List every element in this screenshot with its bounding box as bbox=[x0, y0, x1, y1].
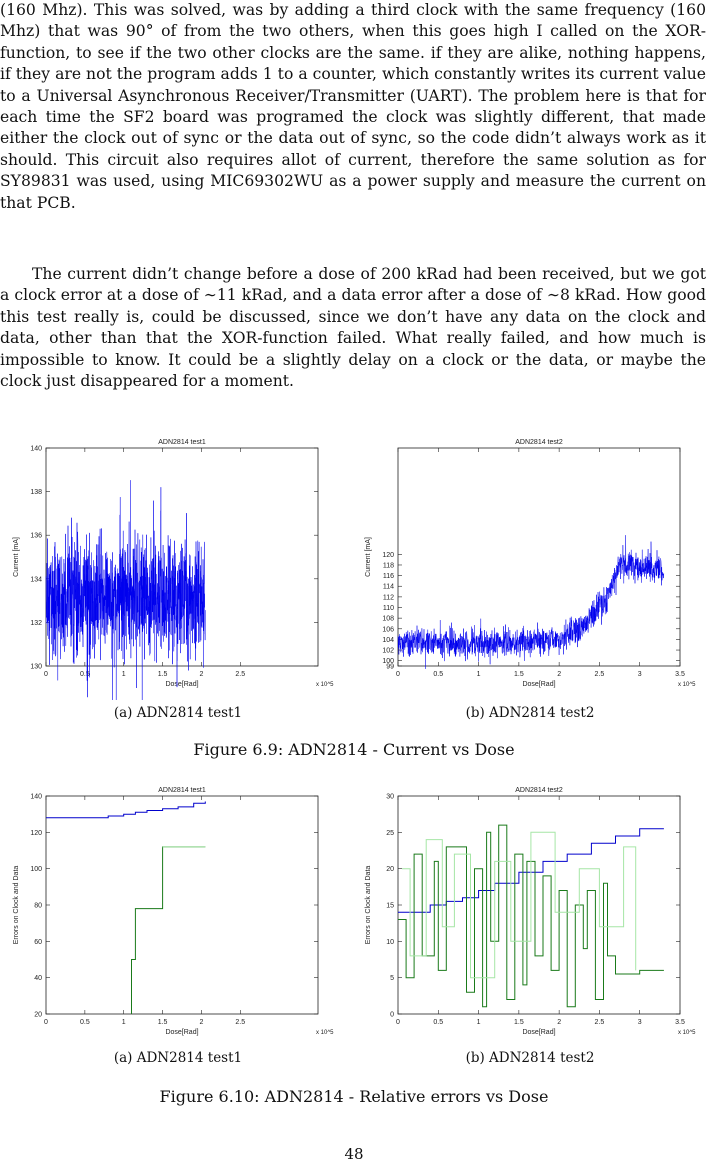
figure-6-10-caption: Figure 6.10: ADN2814 - Relative errors v… bbox=[159, 1087, 549, 1106]
x-tick-label: 1.5 bbox=[514, 671, 524, 678]
x-tick-label: 2 bbox=[557, 671, 561, 678]
y-tick-label: 20 bbox=[34, 1012, 42, 1019]
y-axis-label: Errors on Clock and Data bbox=[13, 866, 20, 945]
subcaption-69b: (b) ADN2814 test2 bbox=[465, 705, 595, 721]
x-axis-label: Dose[Rad] bbox=[165, 681, 198, 688]
y-tick-label: 138 bbox=[30, 489, 42, 496]
chart-title: ADN2814 test2 bbox=[515, 787, 563, 794]
y-tick-label: 104 bbox=[382, 637, 394, 644]
y-tick-label: 106 bbox=[382, 626, 394, 633]
x-tick-label: 1 bbox=[122, 671, 126, 678]
y-tick-label: 100 bbox=[30, 866, 42, 873]
x-tick-label: 1 bbox=[477, 1019, 481, 1026]
y-axis-label: Errors on Clock and Data bbox=[365, 866, 372, 945]
x-tick-label: 0 bbox=[44, 671, 48, 678]
plot-area bbox=[397, 447, 681, 667]
y-tick-label: 40 bbox=[34, 975, 42, 982]
x-tick-label: 2 bbox=[199, 1019, 203, 1026]
x-tick-label: 1.5 bbox=[514, 1019, 524, 1026]
x-axis-multiplier: x 10^5 bbox=[316, 1030, 334, 1036]
x-tick-label: 3.5 bbox=[675, 671, 685, 678]
y-tick-label: 132 bbox=[30, 620, 42, 627]
y-tick-label: 60 bbox=[34, 939, 42, 946]
series-line bbox=[398, 824, 664, 1008]
subcaption-69a: (a) ADN2814 test1 bbox=[113, 705, 243, 721]
y-tick-label: 100 bbox=[382, 658, 394, 665]
x-axis-multiplier: x 10^5 bbox=[316, 682, 334, 688]
x-axis-label: Dose[Rad] bbox=[522, 1029, 555, 1036]
y-tick-label: 130 bbox=[30, 664, 42, 671]
y-tick-label: 118 bbox=[383, 562, 394, 569]
y-tick-label: 0 bbox=[390, 1012, 394, 1019]
x-tick-label: 2.5 bbox=[235, 1019, 245, 1026]
series-line bbox=[397, 535, 665, 669]
y-tick-label: 114 bbox=[383, 584, 394, 591]
y-tick-label: 108 bbox=[382, 616, 394, 623]
chart-title: ADN2814 test1 bbox=[158, 787, 206, 794]
y-tick-label: 136 bbox=[30, 533, 42, 540]
x-axis-label: Dose[Rad] bbox=[165, 1029, 198, 1036]
x-tick-label: 1.5 bbox=[158, 1019, 168, 1026]
x-tick-label: 2.5 bbox=[235, 671, 245, 678]
series-line bbox=[45, 480, 206, 700]
y-tick-label: 80 bbox=[34, 903, 42, 910]
x-tick-label: 0.5 bbox=[80, 671, 90, 678]
y-tick-label: 140 bbox=[30, 794, 42, 801]
subcaption-610b: (b) ADN2814 test2 bbox=[465, 1050, 595, 1066]
x-tick-label: 0.5 bbox=[433, 671, 443, 678]
x-tick-label: 0 bbox=[44, 1019, 48, 1026]
x-tick-label: 2 bbox=[199, 671, 203, 678]
y-tick-label: 120 bbox=[382, 552, 394, 559]
series-line bbox=[46, 801, 206, 819]
y-tick-label: 140 bbox=[30, 446, 42, 453]
page-number: 48 bbox=[344, 1145, 364, 1163]
chart-fig610a: ADN2814 test1 0 0.5 1 1.5 2 2.5 20 40 60 80 100 120 1… bbox=[13, 787, 334, 1036]
figure-6-9-caption: Figure 6.9: ADN2814 - Current vs Dose bbox=[193, 740, 515, 759]
y-axis-label: Current [mA] bbox=[13, 537, 20, 577]
x-tick-label: 0.5 bbox=[80, 1019, 90, 1026]
series-line bbox=[402, 831, 637, 979]
x-tick-label: 1.5 bbox=[158, 671, 168, 678]
x-axis-label: Dose[Rad] bbox=[522, 681, 555, 688]
paragraph-1: (160 Mhz). This was solved, was by addin… bbox=[0, 1, 706, 212]
y-tick-label: 20 bbox=[386, 866, 394, 873]
x-axis-multiplier: x 10^5 bbox=[678, 682, 696, 688]
x-tick-label: 0 bbox=[396, 671, 400, 678]
y-tick-label: 30 bbox=[386, 794, 394, 801]
x-tick-label: 1 bbox=[477, 671, 481, 678]
y-tick-label: 10 bbox=[386, 939, 394, 946]
x-tick-label: 3.5 bbox=[675, 1019, 685, 1026]
plot-area bbox=[45, 795, 319, 1015]
y-tick-label: 120 bbox=[30, 830, 42, 837]
x-tick-label: 0.5 bbox=[433, 1019, 443, 1026]
x-tick-label: 3 bbox=[638, 671, 642, 678]
y-tick-label: 15 bbox=[386, 903, 394, 910]
y-tick-label: 134 bbox=[30, 576, 42, 583]
y-tick-label: 116 bbox=[383, 573, 394, 580]
x-axis-multiplier: x 10^5 bbox=[678, 1030, 696, 1036]
subcaption-610a: (a) ADN2814 test1 bbox=[113, 1050, 243, 1066]
x-tick-label: 3 bbox=[638, 1019, 642, 1026]
chart-title: ADN2814 test2 bbox=[515, 439, 563, 446]
y-tick-label: 5 bbox=[390, 975, 394, 982]
x-tick-label: 0 bbox=[396, 1019, 400, 1026]
chart-title: ADN2814 test1 bbox=[158, 439, 206, 446]
x-tick-label: 1 bbox=[122, 1019, 126, 1026]
x-tick-label: 2 bbox=[557, 1019, 561, 1026]
x-tick-label: 2.5 bbox=[595, 671, 605, 678]
y-tick-label: 102 bbox=[382, 648, 394, 655]
paragraph-2: The current didn’t change before a dose … bbox=[0, 265, 706, 391]
y-tick-label: 112 bbox=[383, 594, 394, 601]
y-tick-label: 25 bbox=[386, 830, 394, 837]
y-tick-label: 110 bbox=[383, 605, 394, 612]
chart-fig610b: ADN2814 test2 0 0.5 1 1.5 2 2.5 3 3.5 0 5 10 15 20 25 3… bbox=[365, 787, 696, 1036]
x-tick-label: 2.5 bbox=[595, 1019, 605, 1026]
y-axis-label: Current [mA] bbox=[365, 537, 372, 577]
y-tick-label: 99 bbox=[386, 664, 394, 671]
chart-fig69a: ADN2814 test1 0 0.5 1 1.5 2 2.5 130 132 134 136 138… bbox=[13, 439, 334, 700]
